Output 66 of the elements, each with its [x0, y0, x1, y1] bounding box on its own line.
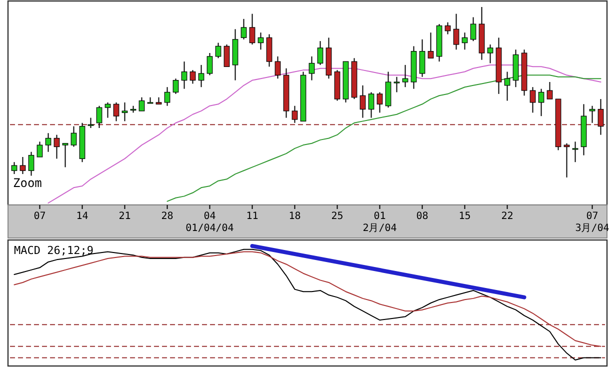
candlestick [20, 156, 26, 175]
candlestick [206, 52, 213, 76]
candlestick [368, 92, 374, 118]
candlestick [419, 38, 426, 78]
candlestick [572, 141, 578, 163]
x-tick-label: 18 [288, 211, 301, 222]
candlestick [164, 86, 170, 106]
candlestick [224, 44, 230, 68]
candlestick [308, 56, 315, 81]
candlestick [453, 13, 460, 50]
candlestick [258, 32, 264, 50]
candlestick [249, 13, 256, 45]
chart-title: MACD 26;12;9 [14, 244, 94, 257]
candlestick [462, 32, 468, 50]
candlestick [428, 32, 434, 59]
candlestick [360, 84, 366, 118]
annotation: Zoom [13, 176, 42, 190]
candlestick [96, 105, 102, 129]
x-tick-label: 04 01/04/04 [186, 211, 234, 234]
x-tick-label: 22 [501, 211, 514, 222]
candlestick [589, 105, 596, 124]
candlestick [385, 71, 392, 108]
candlestick [598, 98, 604, 136]
x-tick-label: 07 3月/04 [575, 211, 610, 234]
x-tick-label: 15 [458, 211, 471, 222]
candlestick [444, 22, 451, 35]
x-tick-label: 11 [246, 211, 258, 222]
candlestick [240, 18, 247, 40]
candlestick [28, 151, 34, 176]
candlestick [88, 117, 94, 129]
candlestick [11, 162, 18, 175]
candlestick [402, 64, 408, 88]
candlestick [215, 42, 222, 59]
candlestick [70, 126, 77, 148]
candlestick [181, 61, 188, 90]
candlestick [36, 141, 43, 158]
candlestick [292, 105, 298, 124]
candlestick [113, 102, 120, 122]
candlestick [54, 134, 60, 160]
candlestick [172, 78, 179, 94]
candlestick [104, 102, 111, 118]
candlestick [266, 34, 272, 68]
candlestick [546, 81, 553, 100]
candlestick [138, 96, 145, 112]
x-tick-label: 01 2月/04 [362, 211, 397, 234]
candlestick [198, 64, 204, 88]
candlestick [62, 142, 68, 168]
candlestick [122, 102, 128, 122]
candlestick [538, 88, 544, 117]
candlestick [530, 86, 536, 114]
candlestick [45, 132, 52, 152]
candlestick [470, 16, 476, 42]
x-tick-label: 25 [331, 211, 344, 222]
candlestick [190, 70, 196, 84]
x-tick-label: 21 [118, 211, 131, 222]
x-tick-label: 08 [416, 211, 428, 222]
x-tick-label: 28 [161, 211, 174, 222]
candlestick [274, 56, 281, 80]
candlestick [147, 96, 154, 104]
x-tick-label: 07 [34, 211, 46, 222]
candlestick [376, 92, 383, 114]
candlestick [487, 44, 494, 64]
x-tick-label: 14 [76, 211, 88, 222]
candlestick [564, 142, 570, 178]
candlestick [317, 40, 324, 66]
candlestick [394, 76, 400, 93]
